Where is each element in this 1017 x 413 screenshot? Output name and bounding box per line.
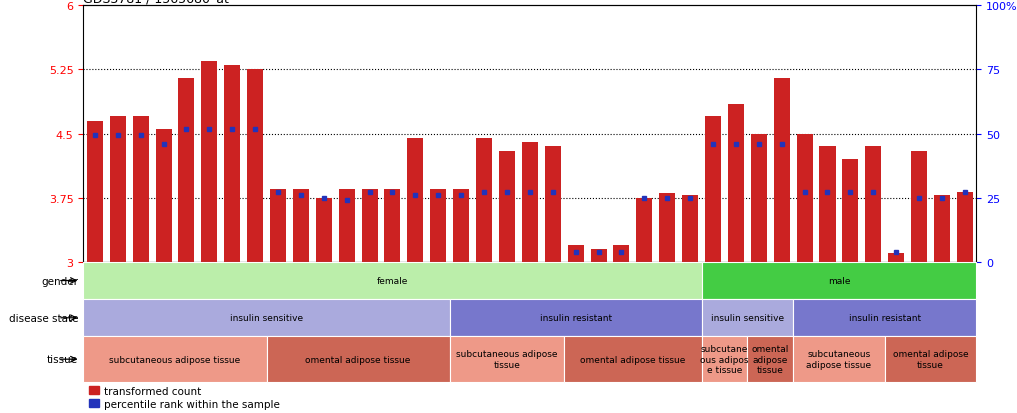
Bar <box>454 190 469 262</box>
Bar <box>682 196 698 262</box>
Bar <box>702 299 793 337</box>
Text: insulin resistant: insulin resistant <box>540 313 611 323</box>
Bar <box>266 337 450 382</box>
Text: omental adipose tissue: omental adipose tissue <box>581 355 685 364</box>
Bar <box>384 190 401 262</box>
Bar <box>793 299 976 337</box>
Bar <box>885 337 976 382</box>
Bar <box>476 138 492 262</box>
Text: subcutaneous adipose tissue: subcutaneous adipose tissue <box>110 355 241 364</box>
Bar <box>564 337 702 382</box>
Bar <box>705 117 721 262</box>
Bar <box>796 134 813 262</box>
Bar <box>774 79 790 262</box>
Bar <box>702 262 976 299</box>
Bar <box>178 79 194 262</box>
Text: insulin resistant: insulin resistant <box>848 313 920 323</box>
Bar <box>430 190 446 262</box>
Bar <box>201 62 218 262</box>
Bar <box>820 147 836 262</box>
Bar <box>83 262 702 299</box>
Text: omental adipose tissue: omental adipose tissue <box>305 355 411 364</box>
Bar <box>842 160 858 262</box>
Text: gender: gender <box>42 276 78 286</box>
Bar <box>132 117 148 262</box>
Bar <box>408 138 423 262</box>
Bar <box>86 121 103 262</box>
Text: subcutaneous
adipose tissue: subcutaneous adipose tissue <box>806 350 872 369</box>
Bar <box>110 117 126 262</box>
Text: female: female <box>376 276 408 285</box>
Text: insulin sensitive: insulin sensitive <box>230 313 303 323</box>
Bar <box>793 337 885 382</box>
Text: GDS3781 / 1565680_at: GDS3781 / 1565680_at <box>83 0 229 5</box>
Bar <box>522 143 538 262</box>
Bar <box>224 66 240 262</box>
Text: subcutane
ous adipos
e tissue: subcutane ous adipos e tissue <box>701 344 749 374</box>
Bar <box>888 254 904 262</box>
Bar <box>293 190 309 262</box>
Bar <box>659 194 675 262</box>
Bar <box>865 147 882 262</box>
Bar <box>339 190 355 262</box>
Text: subcutaneous adipose
tissue: subcutaneous adipose tissue <box>457 350 557 369</box>
Text: omental adipose
tissue: omental adipose tissue <box>893 350 968 369</box>
Bar <box>728 104 743 262</box>
Bar <box>637 198 652 262</box>
Text: tissue: tissue <box>47 354 78 364</box>
Bar <box>911 151 928 262</box>
Bar <box>591 249 606 262</box>
Bar <box>270 190 286 262</box>
Bar <box>702 337 747 382</box>
Bar <box>957 192 973 262</box>
Bar <box>545 147 560 262</box>
Bar <box>613 245 630 262</box>
Bar <box>567 245 584 262</box>
Bar <box>362 190 377 262</box>
Bar <box>450 337 564 382</box>
Bar <box>499 151 515 262</box>
Bar <box>247 70 263 262</box>
Bar <box>934 196 950 262</box>
Text: omental
adipose
tissue: omental adipose tissue <box>752 344 789 374</box>
Bar <box>316 198 332 262</box>
Text: disease state: disease state <box>9 313 78 323</box>
Bar <box>747 337 793 382</box>
Bar <box>450 299 702 337</box>
Bar <box>156 130 172 262</box>
Bar <box>83 299 450 337</box>
Bar <box>83 337 266 382</box>
Legend: transformed count, percentile rank within the sample: transformed count, percentile rank withi… <box>88 386 280 409</box>
Text: insulin sensitive: insulin sensitive <box>711 313 784 323</box>
Text: male: male <box>828 276 850 285</box>
Bar <box>751 134 767 262</box>
